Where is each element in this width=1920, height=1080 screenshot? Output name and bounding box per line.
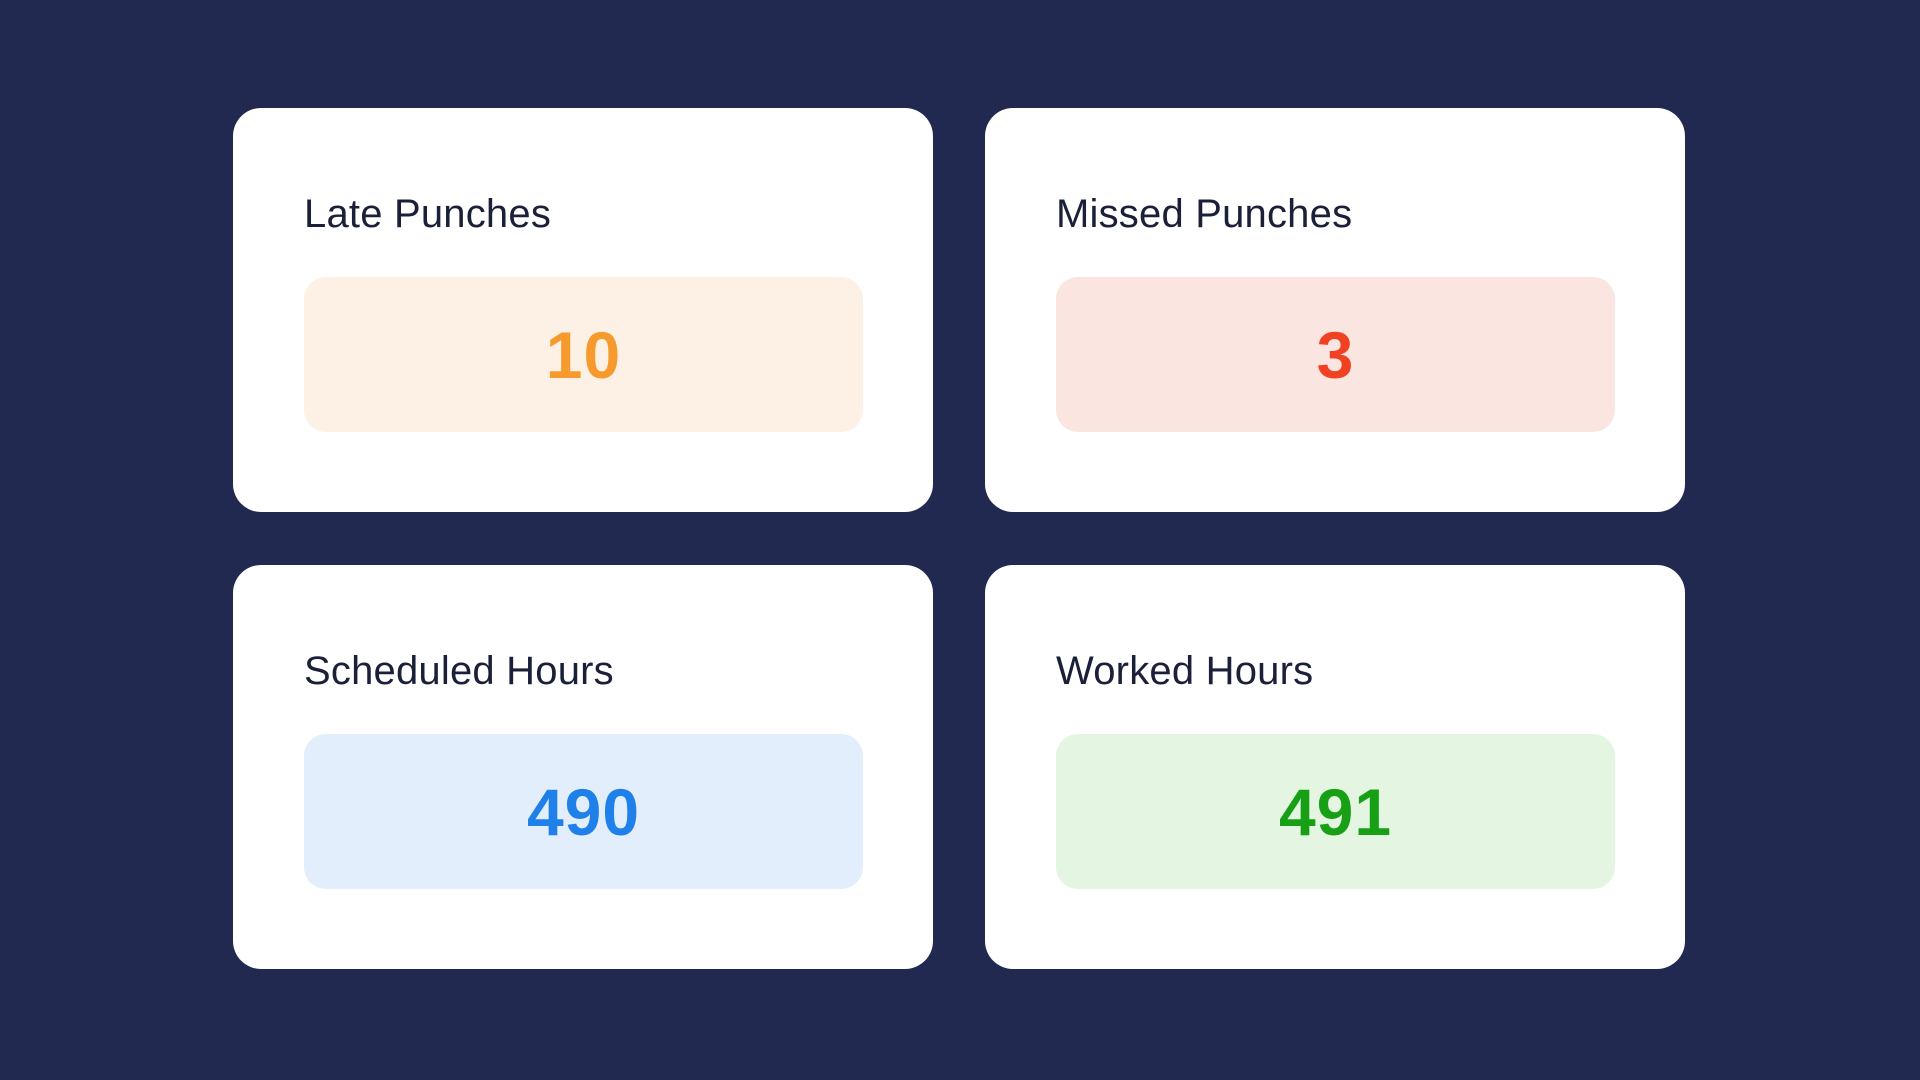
value-badge-late-punches: 10 [304, 277, 863, 432]
card-worked-hours: Worked Hours 491 [985, 565, 1685, 969]
value-scheduled-hours: 490 [526, 774, 641, 849]
value-missed-punches: 3 [1316, 317, 1355, 392]
card-title-scheduled-hours: Scheduled Hours [304, 649, 614, 693]
value-late-punches: 10 [545, 317, 622, 392]
value-badge-worked-hours: 491 [1056, 734, 1615, 889]
card-title-late-punches: Late Punches [304, 192, 552, 236]
card-title-worked-hours: Worked Hours [1056, 649, 1314, 693]
card-missed-punches: Missed Punches 3 [985, 108, 1685, 512]
card-title-missed-punches: Missed Punches [1056, 192, 1353, 236]
stats-cards-grid: Late Punches 10 Missed Punches 3 Schedul… [233, 108, 1685, 969]
card-scheduled-hours: Scheduled Hours 490 [233, 565, 933, 969]
value-badge-scheduled-hours: 490 [304, 734, 863, 889]
value-badge-missed-punches: 3 [1056, 277, 1615, 432]
card-late-punches: Late Punches 10 [233, 108, 933, 512]
value-worked-hours: 491 [1278, 774, 1393, 849]
